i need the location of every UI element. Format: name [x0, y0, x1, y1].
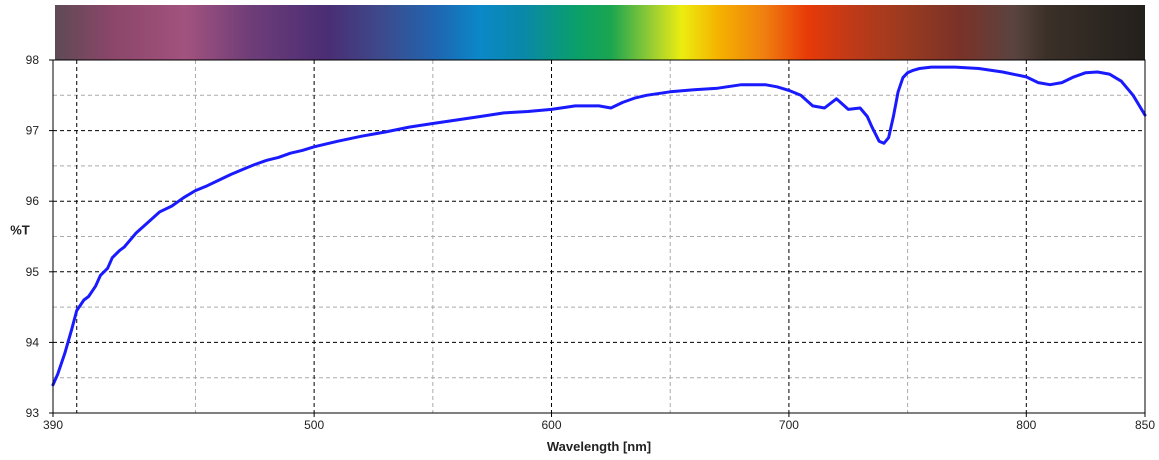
plot-frame	[52, 59, 1146, 414]
x-tick-label: 850	[1135, 418, 1155, 432]
y-axis-ticks: 93 94 95 96 97 98	[26, 53, 53, 420]
x-tick-label: 390	[43, 418, 63, 432]
y-tick-label: 97	[26, 124, 40, 138]
minor-grid	[53, 60, 1145, 413]
major-grid	[53, 60, 1145, 413]
x-axis-ticks: 390 500 600 700 800 850	[43, 413, 1155, 432]
x-tick-label: 500	[304, 418, 324, 432]
y-tick-label: 95	[26, 265, 40, 279]
x-tick-label: 800	[1016, 418, 1036, 432]
x-tick-label: 700	[779, 418, 799, 432]
y-tick-label: 93	[26, 406, 40, 420]
transmission-line	[51, 65, 1147, 387]
y-axis-title: %T	[10, 223, 30, 238]
color-spectrum-bar	[55, 5, 1145, 63]
series-marks	[51, 65, 1147, 387]
x-tick-label: 600	[542, 418, 562, 432]
y-tick-label: 94	[26, 335, 40, 349]
x-axis-title: Wavelength [nm]	[547, 439, 651, 454]
y-tick-label: 98	[26, 53, 40, 67]
y-tick-label: 96	[26, 194, 40, 208]
